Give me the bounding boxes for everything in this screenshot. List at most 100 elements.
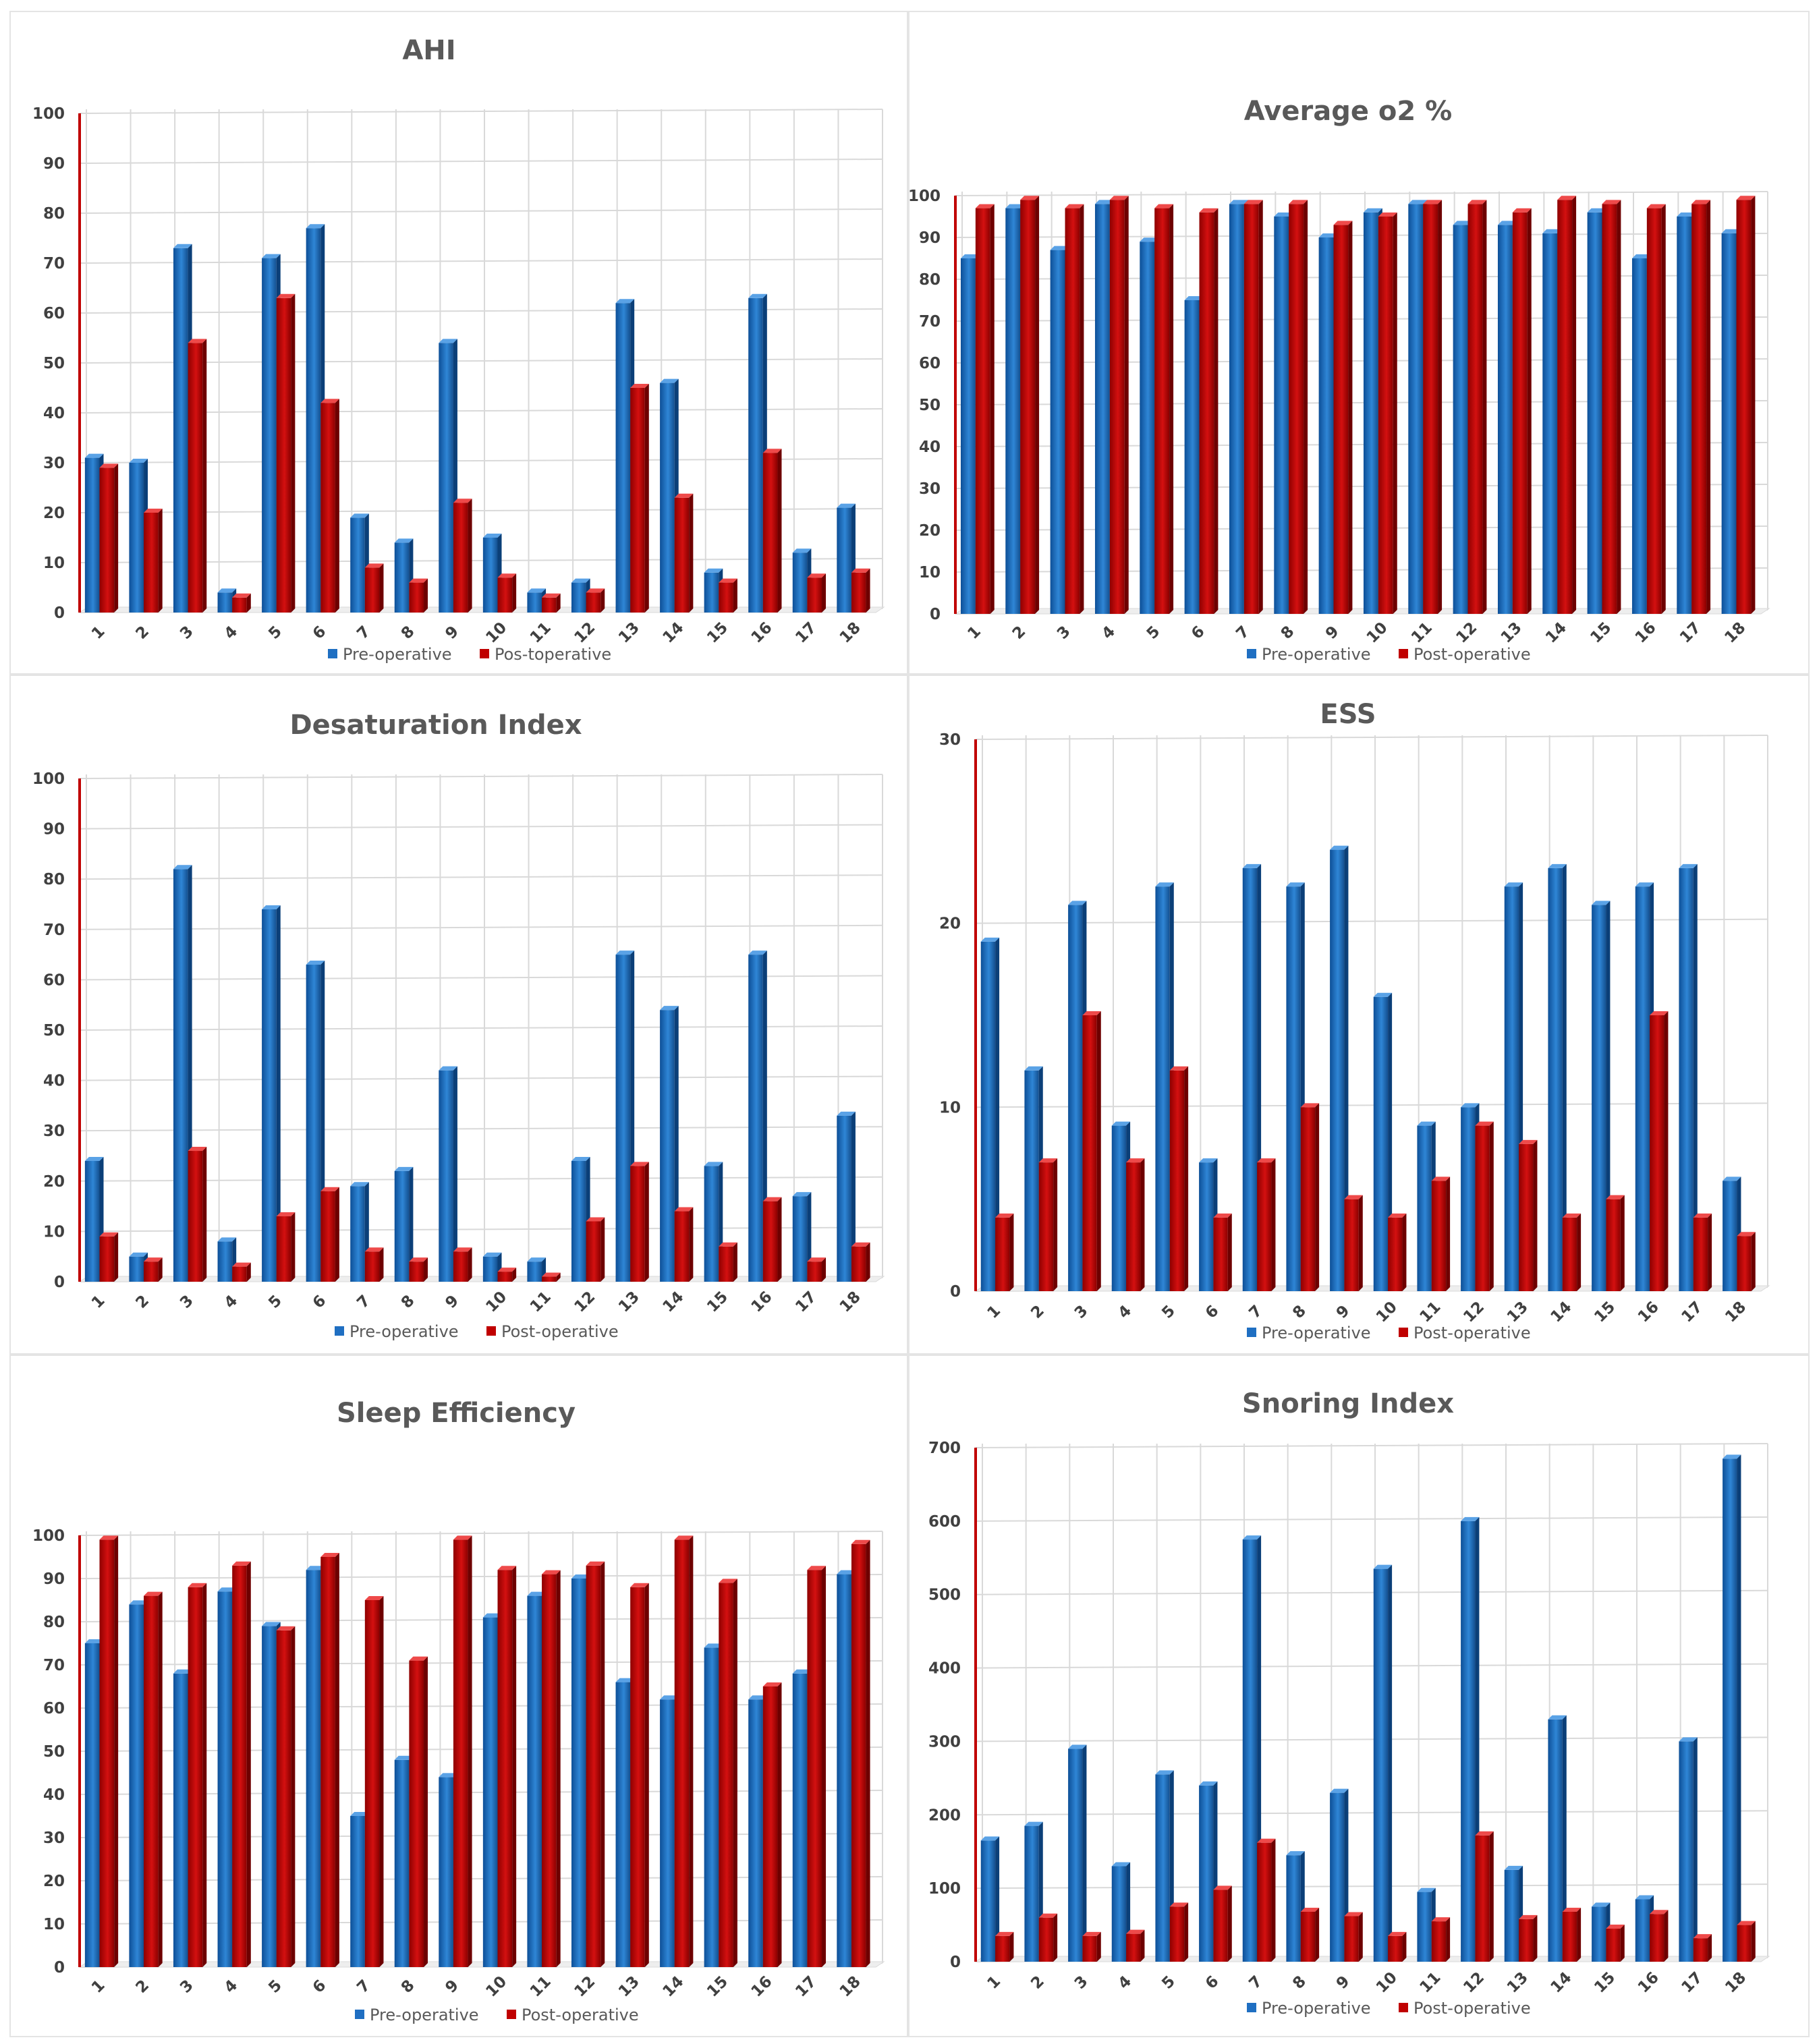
y-tick-label: 20 (43, 1873, 65, 1890)
x-tick-label: 3 (1071, 1972, 1092, 1993)
bar-post-operative (1154, 204, 1174, 615)
x-tick-label: 7 (1246, 1972, 1266, 1993)
x-tick-label: 2 (133, 1292, 153, 1312)
legend-label-post: Post-operative (1414, 1999, 1531, 2018)
x-tick-label: 16 (1635, 1299, 1662, 1326)
y-tick-label: 70 (43, 1657, 65, 1674)
gridline-horizontal (79, 824, 883, 830)
grid (974, 1443, 1770, 1962)
x-tick-label: 15 (704, 1288, 731, 1316)
bar-post-operative (1691, 200, 1711, 614)
y-tick-label: 0 (950, 1283, 961, 1301)
bar-post-operative (542, 1272, 561, 1282)
x-tick-label: 2 (133, 1977, 153, 1997)
bar-post-operative (1467, 200, 1487, 614)
bar-post-operative (719, 578, 737, 613)
x-tick-label: 4 (221, 1977, 242, 1997)
chart-title: Sleep Efficiency (337, 1398, 576, 1429)
bar-post-operative (1650, 1011, 1669, 1291)
x-tick-label: 12 (571, 1288, 598, 1316)
x-tick-label: 9 (1322, 623, 1343, 643)
x-tick-label: 7 (1246, 1302, 1266, 1322)
chart-panel-desaturation-index: Desaturation Index 0 10 20 30 40 50 60 70 80 90 100… (9, 675, 908, 1355)
x-tick-label: 10 (1373, 1969, 1401, 1997)
bar-post-operative (586, 588, 605, 613)
bar-pre-operative (1723, 1454, 1741, 1962)
x-tick-label: 6 (1202, 1972, 1223, 1993)
y-tick-label: 40 (43, 1786, 65, 1804)
x-tick-label: 13 (615, 1288, 643, 1316)
bar-post-operative (232, 1561, 251, 1967)
x-tick-label: 7 (354, 1292, 374, 1312)
gridline-horizontal (79, 1617, 883, 1622)
y-tick-label: 90 (919, 229, 941, 247)
x-tick-label: 18 (1722, 1969, 1750, 1997)
bar-post-operative (232, 593, 251, 613)
legend: Pre-operative Post-operative (335, 1322, 619, 1341)
x-tick-label: 10 (482, 1973, 510, 2001)
bar-post-operative (1602, 200, 1621, 614)
y-tick-label: 40 (919, 438, 941, 456)
y-tick-label: 10 (43, 555, 65, 572)
bar-post-operative (1431, 1917, 1451, 1962)
bar-post-operative (1065, 204, 1084, 615)
gridline-horizontal (975, 1663, 1768, 1669)
gridline-horizontal (79, 874, 883, 880)
y-tick-label: 80 (43, 1614, 65, 1631)
x-tick-label: 11 (1408, 619, 1436, 647)
x-tick-label: 17 (1679, 1299, 1706, 1326)
y-tick-label: 100 (32, 1527, 65, 1545)
x-tick-label: 18 (837, 619, 864, 647)
legend-label-post: Post-operative (1414, 645, 1531, 664)
bar-post-operative (1169, 1066, 1189, 1291)
gridline-horizontal (79, 1660, 883, 1666)
bar-post-operative (1038, 1158, 1058, 1291)
chart-panel-sleep-efficiency: Sleep Efficiency 0 10 20 30 40 50 60 70 80 90 100 1 2… (9, 1355, 908, 2037)
bar-post-operative (1038, 1913, 1058, 1962)
legend: Pre-operative Post-operative (355, 2006, 639, 2024)
gridline-horizontal (79, 924, 883, 930)
bar-post-operative (1020, 196, 1040, 614)
x-tick-label: 12 (571, 619, 598, 647)
y-tick-label: 70 (919, 313, 941, 331)
bar-post-operative (1519, 1139, 1538, 1291)
bar-post-operative (1109, 196, 1129, 614)
x-tick-label: 5 (265, 1292, 285, 1312)
bar-post-operative (719, 1579, 737, 1967)
x-tick-label: 1 (984, 1302, 1005, 1322)
y-tick-label: 0 (950, 1954, 961, 1971)
bar-post-operative (497, 573, 517, 613)
x-tick-label: 8 (1289, 1972, 1310, 1993)
bar-post-operative (1606, 1195, 1625, 1291)
x-tick-label: 4 (221, 623, 242, 643)
bar-post-operative (1737, 1921, 1756, 1962)
gridline-horizontal (79, 159, 883, 164)
x-tick-label: 10 (1373, 1299, 1401, 1326)
x-tick-label: 6 (310, 1977, 330, 1997)
bar-post-operative (674, 1535, 694, 1967)
bar-post-operative (409, 1257, 428, 1282)
bar-post-operative (99, 1535, 119, 1967)
legend-swatch-pre (335, 1326, 344, 1336)
bar-pre-operative (980, 1836, 1000, 1962)
legend-label-pre: Pre-operative (1262, 1324, 1371, 1342)
x-tick-label: 10 (1364, 619, 1391, 647)
x-tick-label: 7 (1233, 623, 1253, 643)
x-tick-label: 9 (442, 623, 462, 643)
x-tick-label: 12 (571, 1973, 598, 2001)
bar-post-operative (1213, 1885, 1232, 1962)
bar-post-operative (851, 568, 870, 613)
y-tick-label: 300 (928, 1733, 961, 1751)
y-tick-label: 50 (919, 397, 941, 414)
y-tick-label: 100 (928, 1880, 961, 1898)
y-tick-label: 700 (928, 1440, 961, 1457)
bar-post-operative (1257, 1838, 1276, 1962)
legend: Pre-operative Post-operative (1247, 1324, 1531, 1342)
bar-post-operative (320, 399, 339, 613)
legend-label-pre: Pre-operative (349, 1322, 459, 1341)
x-tick-label: 8 (398, 623, 418, 643)
x-tick-label: 11 (527, 1288, 555, 1316)
y-tick-label: 70 (43, 921, 65, 939)
bar-post-operative (1693, 1934, 1712, 1962)
